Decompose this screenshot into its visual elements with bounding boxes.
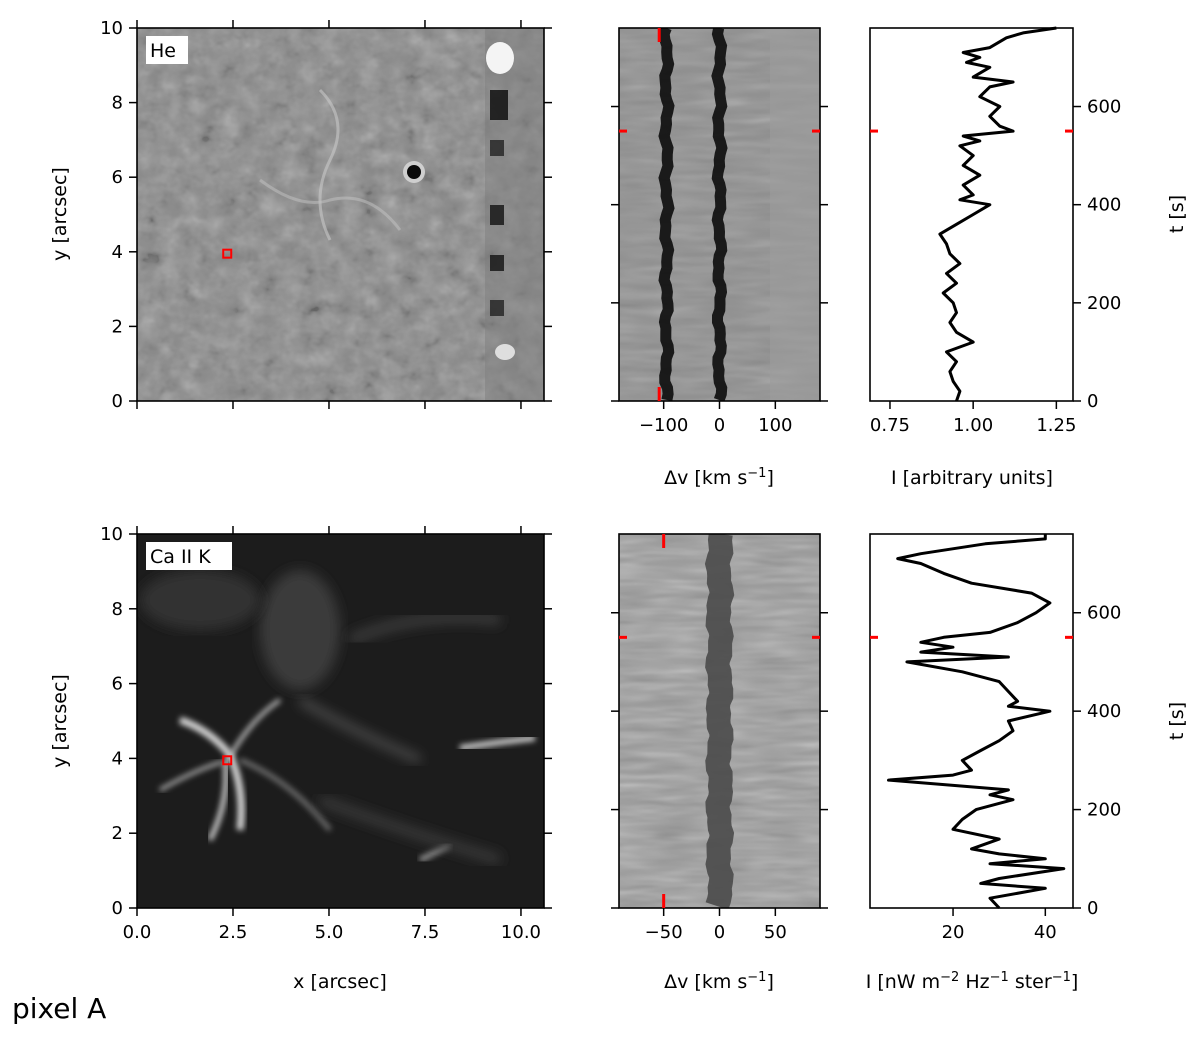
he-pixel-marker — [222, 248, 233, 259]
x-tick-label: 20 — [942, 922, 965, 943]
spectral-line-lane — [704, 534, 735, 908]
x-tick-label: 1.25 — [1036, 415, 1076, 436]
x-tick-label: 0.0 — [123, 922, 152, 943]
y-tick-label: 2 — [112, 823, 123, 844]
y-tick-label: 6 — [112, 167, 123, 188]
y-tick-label: 4 — [112, 748, 123, 769]
ca-pixel-marker — [222, 755, 233, 766]
y-tick-label: 0 — [112, 898, 123, 919]
he-spectrum-raster — [619, 28, 820, 401]
y-tick-label: 8 — [112, 599, 123, 620]
he-image-ylabel: y [arcsec] — [49, 167, 71, 261]
he-panel-label: He — [150, 40, 176, 62]
x-tick-label: 7.5 — [411, 922, 440, 943]
x-tick-label: 0 — [714, 922, 725, 943]
y-tick-label: 600 — [1087, 97, 1121, 118]
he-spectrum-panel: −100 0 100 Δv [km s−1] — [611, 27, 828, 490]
y-tick-label: 0 — [1087, 391, 1098, 412]
he-spectrum-xlabel: Δv [km s−1] — [664, 466, 774, 490]
he-lightcurve-line — [938, 26, 1057, 402]
y-tick-label: 400 — [1087, 701, 1121, 722]
y-tick-label: 400 — [1087, 195, 1121, 216]
y-tick-label: 10 — [100, 524, 123, 545]
ca-image-xlabel: x [arcsec] — [293, 971, 387, 993]
x-tick-label: 5.0 — [315, 922, 344, 943]
he-lightcurve-ylabel: t [s] — [1166, 195, 1188, 233]
y-tick-label: 200 — [1087, 293, 1121, 314]
x-tick-label: 0 — [714, 415, 725, 436]
y-tick-label: 6 — [112, 674, 123, 695]
ca-lightcurve-ylabel: t [s] — [1166, 702, 1188, 740]
ca-lightcurve-xlabel: I [nW m−2 Hz−1 ster−1] — [866, 970, 1079, 994]
y-tick-label: 0 — [1087, 898, 1098, 919]
x-tick-label: 40 — [1034, 922, 1057, 943]
he-lightcurve-xlabel: I [arbitrary units] — [891, 467, 1053, 489]
x-tick-label: 2.5 — [219, 922, 248, 943]
x-tick-label: −100 — [639, 415, 688, 436]
spectral-line-lane — [711, 28, 728, 401]
he-spectrum-axes: −100 0 100 — [611, 105, 828, 436]
ca-panel-label: Ca II K — [150, 546, 211, 568]
ca-spectrum-xlabel: Δv [km s−1] — [664, 970, 774, 994]
ca-spectrum-axes: −50 0 50 — [611, 611, 828, 943]
ca-image-ylabel: y [arcsec] — [49, 674, 71, 768]
x-tick-label: 0.75 — [870, 415, 910, 436]
y-tick-label: 200 — [1087, 800, 1121, 821]
ca-image-raster — [137, 534, 544, 908]
x-tick-label: 50 — [764, 922, 787, 943]
x-tick-label: 100 — [758, 415, 792, 436]
y-tick-label: 8 — [112, 93, 123, 114]
y-tick-label: 4 — [112, 242, 123, 263]
ca-image-axes: 0.0 2.5 5.0 7.5 10.0 0 2 4 6 8 10 — [100, 524, 552, 943]
ca-image-panel: Ca II K 0.0 2.5 5.0 7.5 10.0 0 2 4 6 8 10 x [arcse… — [49, 524, 552, 993]
y-tick-label: 2 — [112, 316, 123, 337]
y-tick-label: 10 — [100, 18, 123, 39]
he-image-raster — [137, 28, 544, 401]
y-tick-label: 600 — [1087, 603, 1121, 624]
x-tick-label: 1.00 — [953, 415, 993, 436]
he-spectrum-markers — [619, 28, 820, 401]
spectral-line-lane — [658, 28, 675, 401]
he-image-axes: 0 2 4 6 8 10 — [100, 18, 552, 412]
x-tick-label: 10.0 — [501, 922, 541, 943]
he-lightcurve-axes: 0.75 1.00 1.25 0 200 400 600 — [870, 97, 1121, 436]
ca-spectrum-markers — [619, 534, 820, 908]
ca-spectrum-panel: −50 0 50 Δv [km s−1] — [611, 533, 828, 994]
ca-lightcurve-line — [887, 534, 1066, 910]
he-lightcurve-panel: 0.75 1.00 1.25 0 200 400 600 I [arbitrary unit… — [869, 26, 1188, 489]
ca-spectrum-raster — [619, 534, 820, 908]
he-image-panel: He 0 2 4 6 8 10 y [arcsec] — [49, 18, 552, 412]
figure-label: pixel A — [12, 992, 106, 1025]
y-tick-label: 0 — [112, 391, 123, 412]
x-tick-label: −50 — [645, 922, 683, 943]
